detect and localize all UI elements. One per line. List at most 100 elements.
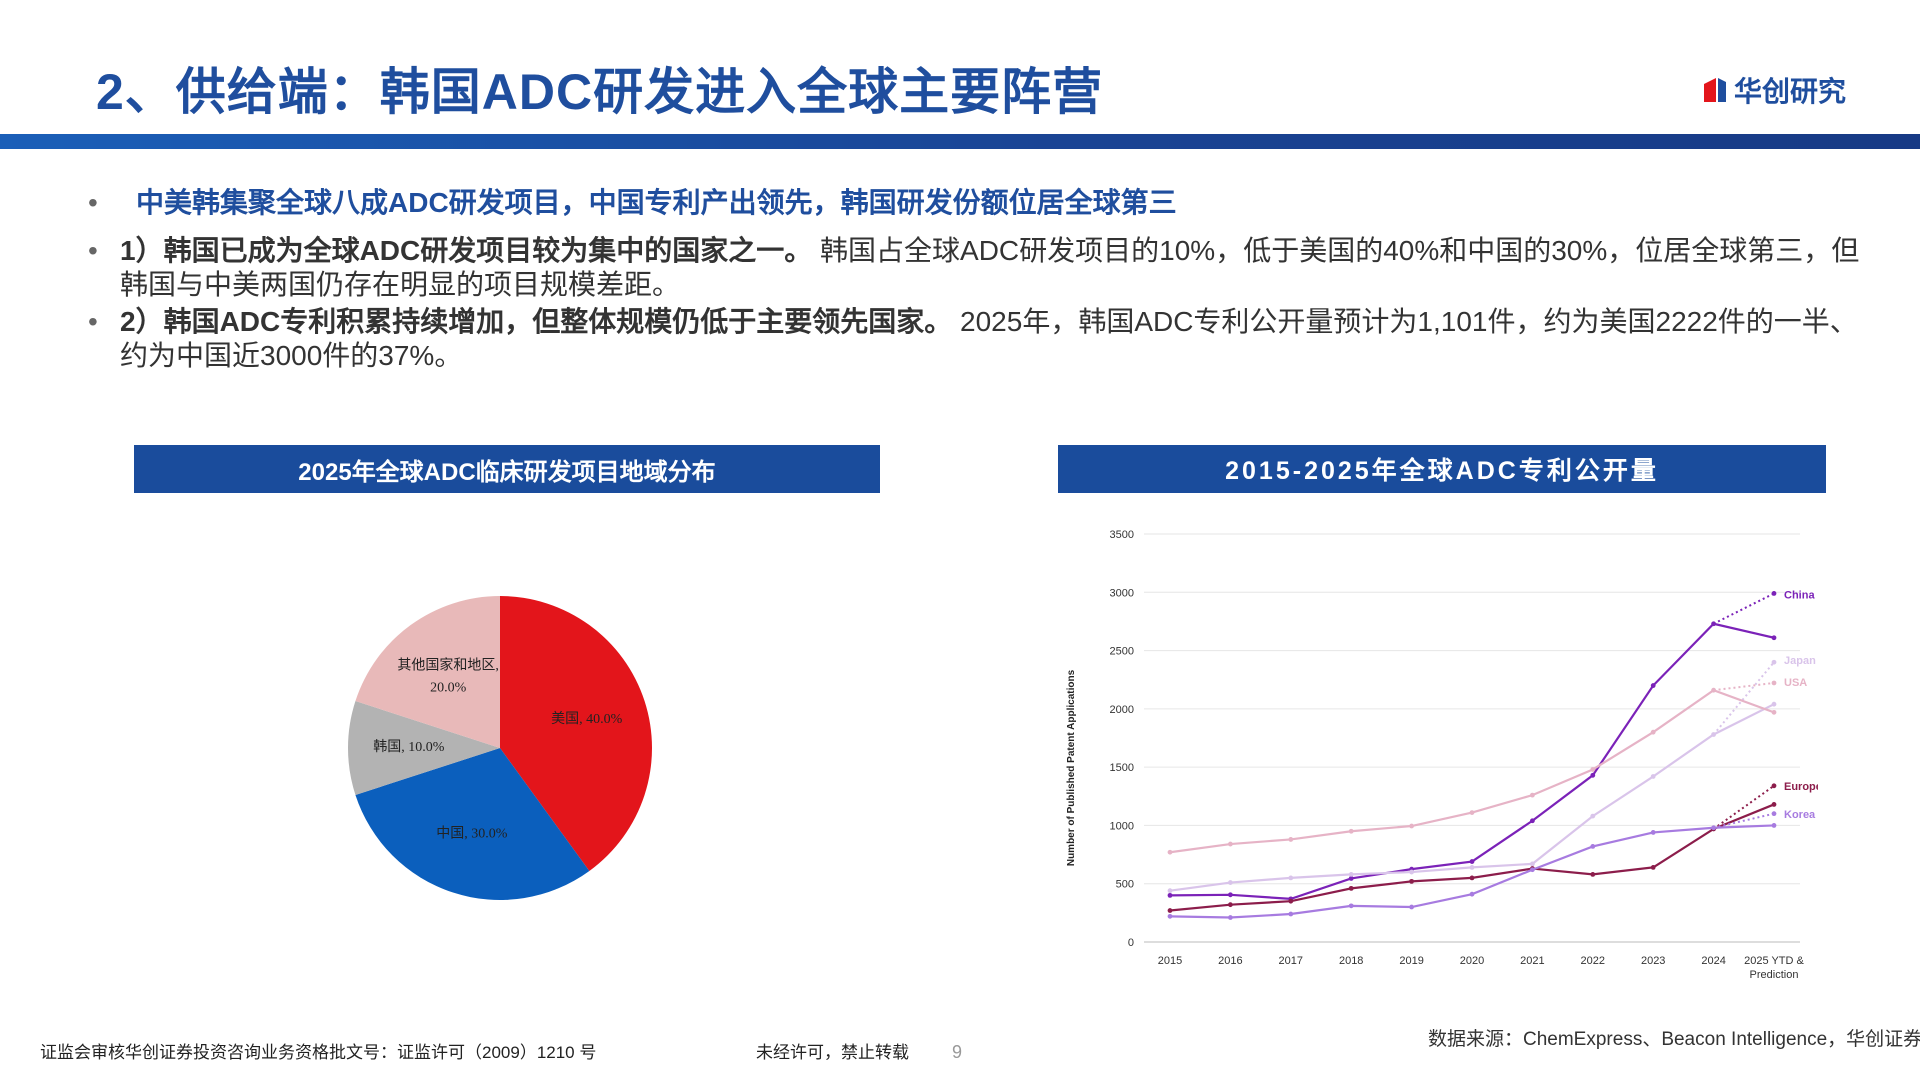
pie-slice-label: 美国, 40.0% xyxy=(551,711,622,727)
data-point-usa xyxy=(1409,823,1414,829)
data-point-china xyxy=(1228,892,1233,898)
series-label-europe: Europe xyxy=(1784,781,1818,793)
data-point-europe xyxy=(1167,908,1173,913)
data-point-usa xyxy=(1228,841,1233,847)
data-point-china xyxy=(1650,683,1656,688)
data-point-japan xyxy=(1650,774,1656,779)
data-point-japan xyxy=(1530,861,1535,867)
bullet-patents-lead: 2）韩国ADC专利积累持续增加，但整体规模仍低于主要领先国家。 xyxy=(120,306,953,337)
bullet-projects-lead: 1）韩国已成为全球ADC研发项目较为集中的国家之一。 xyxy=(120,235,813,266)
data-point-korea xyxy=(1348,903,1354,909)
data-point-china xyxy=(1590,772,1596,778)
y-axis-label: Number of Published Patent Applications xyxy=(1066,669,1077,866)
prediction-point-usa xyxy=(1771,680,1777,686)
data-point-usa xyxy=(1288,837,1294,842)
data-point-china xyxy=(1348,876,1354,881)
series-prediction-japan xyxy=(1712,661,1775,736)
copyright-note: 未经许可，禁止转载 xyxy=(756,1043,909,1062)
pie-slice xyxy=(355,748,590,900)
data-point-china xyxy=(1711,621,1716,627)
license-note: 证监会审核华创证券投资咨询业务资格批文号：证监许可（2009）1210 号 xyxy=(40,1043,597,1062)
line-chart-title: 2015-2025年全球ADC专利公开量 xyxy=(1058,445,1826,493)
series-line-china xyxy=(1169,622,1775,900)
data-point-korea xyxy=(1650,830,1656,835)
x-tick-label: 2021 xyxy=(1520,955,1544,967)
data-point-korea xyxy=(1530,867,1535,873)
y-tick-label: 1000 xyxy=(1110,820,1134,832)
series-label-japan: Japan xyxy=(1784,655,1816,667)
y-tick-label: 3000 xyxy=(1110,587,1134,599)
x-tick-label: 2017 xyxy=(1279,955,1303,967)
data-point-europe xyxy=(1469,875,1475,881)
y-tick-label: 1500 xyxy=(1110,762,1134,774)
bullet-dot: • xyxy=(88,187,98,218)
bullet-dot: • xyxy=(88,306,98,337)
series-prediction-europe xyxy=(1713,784,1775,830)
y-tick-label: 2500 xyxy=(1110,646,1134,658)
pie-chart-title: 2025年全球ADC临床研发项目地域分布 xyxy=(134,445,880,493)
patent-line-chart: 0 500 1000 1500 2000 2500 3000 3500 2015 2016 2017… xyxy=(1066,529,1818,981)
data-point-usa xyxy=(1348,828,1354,834)
prediction-point-japan xyxy=(1771,659,1777,665)
x-tick-label: 2015 xyxy=(1158,955,1182,967)
data-point-japan xyxy=(1167,888,1173,894)
pie-slice-label: 其他国家和地区, 20.0% xyxy=(397,657,499,696)
x-tick-label: 2022 xyxy=(1581,955,1605,967)
pie-slice-label: 中国, 30.0% xyxy=(436,826,507,842)
data-point-europe xyxy=(1590,871,1596,877)
bullet-projects-text: 韩国占全球ADC研发项目的10%，低于美国的40%和中国的30%，位居全球第三，… xyxy=(120,235,1860,300)
data-point-usa xyxy=(1771,709,1777,715)
data-point-china xyxy=(1530,818,1535,824)
data-point-china xyxy=(1771,635,1777,641)
y-tick-label: 3500 xyxy=(1110,529,1134,541)
data-point-europe xyxy=(1228,902,1233,908)
data-point-japan xyxy=(1771,701,1777,707)
series-prediction-korea xyxy=(1713,812,1775,829)
data-point-japan xyxy=(1228,880,1233,885)
header-divider-bar xyxy=(0,134,1920,149)
prediction-point-europe xyxy=(1771,783,1777,789)
series-label-usa: USA xyxy=(1784,677,1807,689)
data-point-europe xyxy=(1348,885,1354,891)
data-point-europe xyxy=(1409,878,1414,884)
series-label-korea: Korea xyxy=(1784,809,1816,821)
bullet-patents-text: 2025年，韩国ADC专利公开量预计为1,101件，约为美国2222件的一半、约… xyxy=(120,306,1858,371)
pie-slice xyxy=(500,596,652,871)
logo-mark-icon xyxy=(1704,78,1726,102)
data-point-usa xyxy=(1650,729,1656,735)
pie-slice xyxy=(348,701,500,795)
data-source: 数据来源：ChemExpress、Beacon Intelligence，华创证… xyxy=(1428,1029,1920,1050)
series-label-china: China xyxy=(1784,590,1815,602)
data-point-korea xyxy=(1228,915,1233,920)
y-tick-label: 500 xyxy=(1116,879,1134,891)
x-tick-label: 2025 YTD & Prediction xyxy=(1744,955,1804,981)
data-point-korea xyxy=(1711,825,1716,831)
bullet-dot: • xyxy=(88,235,98,266)
data-point-korea xyxy=(1409,904,1414,910)
data-point-china xyxy=(1469,859,1475,864)
x-tick-label: 2019 xyxy=(1399,955,1423,967)
prediction-point-china xyxy=(1771,591,1777,596)
x-tick-label: 2020 xyxy=(1460,955,1484,967)
y-tick-label: 2000 xyxy=(1110,704,1134,716)
x-tick-label: 2023 xyxy=(1641,955,1665,967)
bullet-summary-text: 中美韩集聚全球八成ADC研发项目，中国专利产出领先，韩国研发份额位居全球第三 xyxy=(136,187,1177,218)
x-tick-label: 2024 xyxy=(1701,955,1725,967)
series-line-usa xyxy=(1169,688,1775,854)
pie-slice xyxy=(355,596,500,748)
x-tick-label: 2018 xyxy=(1339,955,1363,967)
y-tick-label: 0 xyxy=(1128,937,1134,949)
data-point-usa xyxy=(1167,849,1173,855)
pie-chart: 美国, 40.0% 中国, 30.0% 韩国, 10.0% 其他国家和地区, 20.0% xyxy=(348,596,652,900)
x-tick-label: 2016 xyxy=(1218,955,1242,967)
data-point-europe xyxy=(1288,898,1294,904)
prediction-point-korea xyxy=(1771,811,1777,817)
data-point-europe xyxy=(1771,802,1777,807)
data-point-usa xyxy=(1711,687,1716,693)
data-point-china xyxy=(1167,892,1173,898)
data-point-korea xyxy=(1288,911,1294,917)
data-point-japan xyxy=(1288,875,1294,881)
data-point-japan xyxy=(1469,864,1475,870)
series-prediction-china xyxy=(1713,592,1775,625)
data-point-usa xyxy=(1469,810,1475,816)
